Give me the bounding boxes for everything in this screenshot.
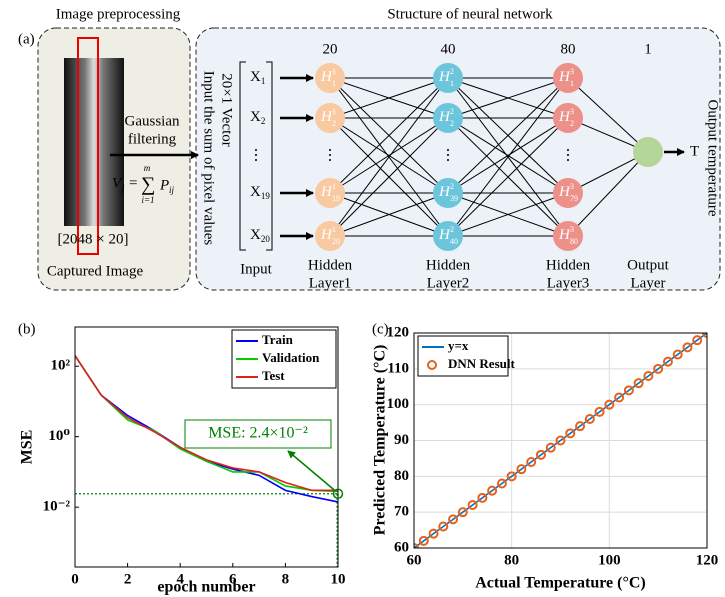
node-sub: 1 xyxy=(332,79,336,88)
annotation-text: MSE: 2.4×10⁻² xyxy=(208,425,308,442)
node-sup: 1 xyxy=(332,225,336,234)
legend-label: Test xyxy=(262,368,285,383)
node-sup: 1 xyxy=(332,107,336,116)
filter-label: filtering xyxy=(128,131,177,147)
formula-part: m xyxy=(144,163,151,173)
layer-name: Hidden xyxy=(426,257,471,273)
ellipsis: ⋮ xyxy=(249,147,264,163)
y-tick-label: 90 xyxy=(394,432,409,448)
layer-name: Output xyxy=(627,257,670,273)
section-title: Image preprocessing xyxy=(56,6,181,22)
x-tick-label: 10 xyxy=(331,571,346,587)
input-symbol: X xyxy=(250,109,261,125)
node-sub: 40 xyxy=(450,237,458,246)
input-symbol: X xyxy=(250,184,261,200)
input-sub: 19 xyxy=(261,191,271,201)
y-tick-label: 60 xyxy=(394,539,409,555)
x-tick-label: 80 xyxy=(504,552,519,568)
x-tick-label: 8 xyxy=(282,571,290,587)
node-sup: 3 xyxy=(570,67,574,76)
input-sub: 2 xyxy=(261,116,266,126)
x-tick-label: 120 xyxy=(696,552,719,568)
layer-name: Hidden xyxy=(546,257,591,273)
node-sup: 3 xyxy=(570,225,574,234)
layer-name: Layer3 xyxy=(547,275,589,291)
section-title: Structure of neural network xyxy=(387,6,553,22)
formula-part: ij xyxy=(169,185,175,195)
output-node xyxy=(633,137,663,167)
layer-name: Layer2 xyxy=(427,275,469,291)
node-sub: 2 xyxy=(332,119,336,128)
formula-part: = xyxy=(129,175,137,191)
y-axis-label: MSE xyxy=(19,430,36,465)
x-tick-label: 0 xyxy=(71,571,79,587)
figure: (a) Image preprocessing Structure of neu… xyxy=(0,0,725,597)
panel-label: (c) xyxy=(372,321,389,337)
layer-name: Layer xyxy=(631,275,666,291)
image-size: [2048 × 20] xyxy=(58,231,129,247)
node-sup: 2 xyxy=(450,67,454,76)
node-sup: 3 xyxy=(570,182,574,191)
node-sub: 80 xyxy=(570,237,578,246)
layer-name: Layer1 xyxy=(309,275,351,291)
filter-label: Gaussian xyxy=(125,113,180,129)
ellipsis: ⋮ xyxy=(441,147,456,163)
node-sub: 2 xyxy=(570,119,574,128)
legend-label: Validation xyxy=(262,350,320,365)
y-axis-label: Predicted Temperature (°C) xyxy=(372,345,389,536)
legend-label: DNN Result xyxy=(448,356,515,371)
y-tick-label: 100 xyxy=(387,396,410,412)
layer-count: 1 xyxy=(644,41,652,57)
formula-part: ∑ xyxy=(141,174,155,196)
node-sub: 39 xyxy=(450,194,458,203)
formula-part: i=1 xyxy=(141,195,154,205)
layer-count: 80 xyxy=(561,41,576,57)
output-symbol: T xyxy=(690,143,699,159)
node-sup: 2 xyxy=(450,182,454,191)
legend-label: y=x xyxy=(448,338,469,353)
legend-label: Train xyxy=(262,332,294,347)
node-sup: 2 xyxy=(450,225,454,234)
y-tick-label: 110 xyxy=(387,360,409,376)
x-tick-label: 2 xyxy=(124,571,132,587)
node-sup: 1 xyxy=(332,67,336,76)
layer-count: 20 xyxy=(323,41,338,57)
node-sup: 1 xyxy=(332,182,336,191)
node-sub: 19 xyxy=(332,194,340,203)
input-sub: 20 xyxy=(261,234,271,244)
node-sup: 3 xyxy=(570,107,574,116)
input-sub: 1 xyxy=(261,76,266,86)
input-text: Input the sum of pixel values xyxy=(201,71,217,246)
input-name: Input xyxy=(240,261,272,277)
x-tick-label: 100 xyxy=(598,552,621,568)
panel-label: (b) xyxy=(18,321,36,337)
node-sub: 79 xyxy=(570,194,578,203)
image-caption: Captured Image xyxy=(47,263,144,279)
formula-part: j xyxy=(121,183,125,193)
x-axis-label: Actual Temperature (°C) xyxy=(475,575,646,592)
node-sub: 2 xyxy=(450,119,454,128)
y-tick-label: 10⁰ xyxy=(48,428,70,444)
x-axis-label: epoch number xyxy=(157,579,255,596)
y-tick-label: 80 xyxy=(394,468,409,484)
captured-image xyxy=(64,58,124,226)
formula-part: P xyxy=(159,177,169,193)
panel-label: (a) xyxy=(18,31,35,47)
node-sub: 1 xyxy=(570,79,574,88)
layer-name: Hidden xyxy=(308,257,353,273)
ellipsis: ⋮ xyxy=(561,147,576,163)
node-sup: 2 xyxy=(450,107,454,116)
y-tick-label: 10⁻² xyxy=(43,499,71,515)
vector-text: 20×1 Vector xyxy=(219,73,235,147)
ellipsis: ⋮ xyxy=(323,147,338,163)
node-sub: 20 xyxy=(332,237,340,246)
input-symbol: X xyxy=(250,69,261,85)
y-tick-label: 120 xyxy=(387,324,410,340)
output-text: Output temperature xyxy=(705,99,721,216)
y-tick-label: 70 xyxy=(394,504,409,520)
y-tick-label: 10² xyxy=(51,358,71,374)
layer-count: 40 xyxy=(441,41,456,57)
input-symbol: X xyxy=(250,227,261,243)
node-sub: 1 xyxy=(450,79,454,88)
